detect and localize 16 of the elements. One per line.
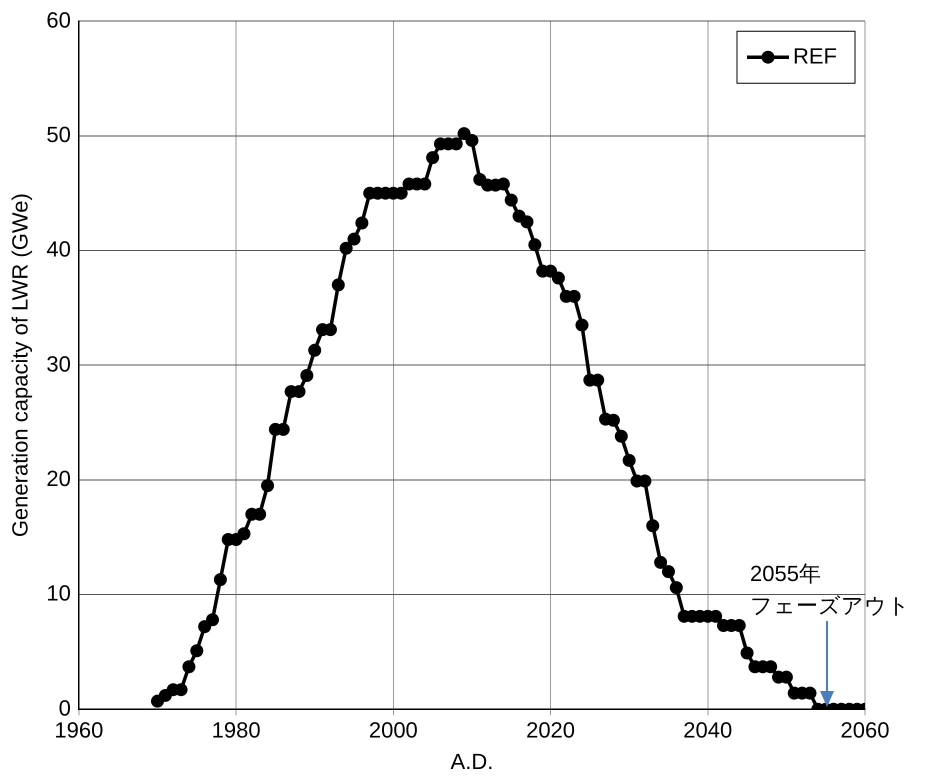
- y-tick-label: 40: [46, 236, 71, 262]
- legend-label: REF: [793, 43, 837, 68]
- y-tick-label: 10: [46, 580, 71, 606]
- x-tick-label: 1980: [212, 717, 261, 742]
- x-tick-label: 2060: [840, 717, 890, 742]
- annotation: 2055年: [750, 561, 821, 586]
- x-tick-label: 2000: [368, 717, 418, 742]
- annotation: フェーズアウト: [750, 593, 910, 618]
- y-axis-title: Generation capacity of LWR (GWe): [7, 193, 32, 538]
- x-axis-title: A.D.: [450, 748, 494, 774]
- x-tick-label: 2020: [526, 717, 576, 742]
- y-tick-label: 60: [46, 7, 71, 32]
- y-tick-label: 50: [46, 122, 71, 147]
- y-tick-label: 30: [46, 351, 71, 376]
- x-tick-label: 2040: [683, 717, 732, 742]
- y-tick-label: 20: [46, 466, 71, 491]
